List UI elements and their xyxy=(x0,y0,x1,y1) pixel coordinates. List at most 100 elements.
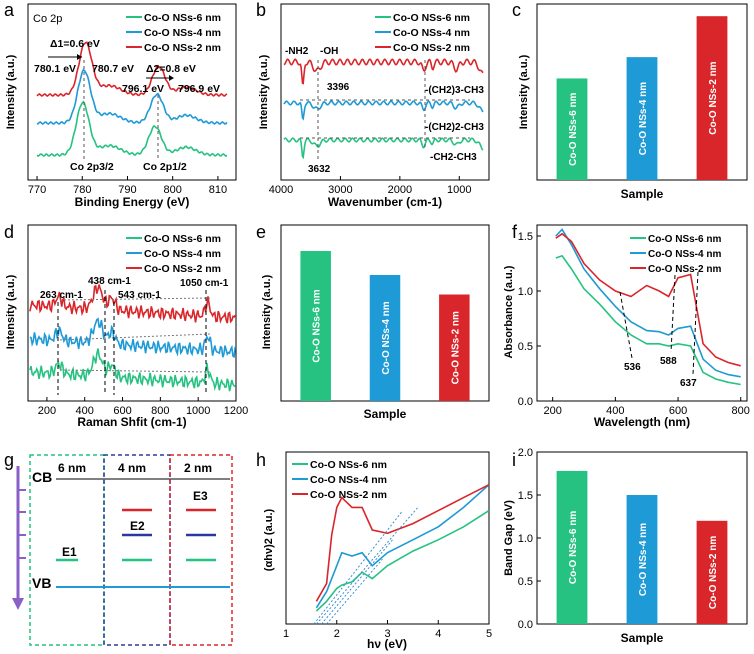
bar-label: Co-O NSs-6 nm xyxy=(568,511,579,584)
bar xyxy=(696,520,728,624)
annotation-ch2-2: -(CH2)2-CH3 xyxy=(425,122,484,133)
x-axis-label: Wavelength (nm) xyxy=(594,415,690,429)
annotation-543: 543 cm-1 xyxy=(118,290,161,301)
annotation-nh2: -NH2 xyxy=(285,46,309,57)
panel-b: b 4000 3000 2000 1000 Wavenumber (cm-1) Int… xyxy=(256,0,490,209)
tick-label: 1.0 xyxy=(518,286,533,298)
tick-label: 1200 xyxy=(224,405,248,417)
axes-frame xyxy=(27,3,237,181)
bar xyxy=(626,495,658,624)
tick-label: 2000 xyxy=(388,184,412,196)
annotation-438: 438 cm-1 xyxy=(88,276,131,287)
annotations: Δ1=0.6 eV 780.1 eV 780.7 eV Δ2=0.8 eV 79… xyxy=(34,38,220,173)
y-axis-label: Intensity (a.u.) xyxy=(5,274,17,349)
panel-e: e Co-O NSs-6 nm Co-O NSs-4 nm Co-O NSs-2 n… xyxy=(256,222,490,421)
panel-a: a Co 2p 770 780 790 800 810 Binding Energy (… xyxy=(4,0,237,209)
legend: Co-O NSs-6 nm Co-O NSs-4 nm Co-O NSs-2 n… xyxy=(630,234,721,275)
baseline xyxy=(59,297,211,301)
legend-entry: Co-O NSs-6 nm xyxy=(144,12,221,24)
series-line xyxy=(555,228,741,378)
tick-label: 800 xyxy=(151,405,169,417)
annotation-co2p12: Co 2p1/2 xyxy=(143,161,187,173)
legend-entry: Co-O NSs-2 nm xyxy=(144,263,221,275)
bar-label: Co-O NSs-2 nm xyxy=(450,311,461,384)
series-line xyxy=(283,137,484,160)
bar-label: Co-O NSs-4 nm xyxy=(381,301,392,374)
panel-letter-e: e xyxy=(256,222,266,242)
series-line xyxy=(555,254,741,386)
tick-label: 2 xyxy=(334,628,340,640)
tick-label: 200 xyxy=(38,405,56,417)
annotation-co2p32: Co 2p3/2 xyxy=(70,161,114,173)
legend-entry: Co-O NSs-2 nm xyxy=(144,42,221,54)
panel-letter-h: h xyxy=(256,450,266,470)
chart-title: Co 2p xyxy=(33,13,62,25)
tick-label: 4000 xyxy=(269,184,293,196)
tick-label: 1.5 xyxy=(518,231,533,243)
series-line xyxy=(36,41,228,97)
legend-entry: Co-O NSs-4 nm xyxy=(393,27,470,39)
tick-label: 3 xyxy=(384,628,390,640)
tick-label: 780 xyxy=(73,184,91,196)
y-ticks: 0.0 0.5 1.0 1.5 2.0 xyxy=(518,447,541,631)
x-ticks: 4000 3000 2000 1000 xyxy=(269,176,472,196)
y-axis-label: Intensity (a.u.) xyxy=(261,274,273,349)
annotation-oh: -OH xyxy=(320,46,338,57)
legend-entry: Co-O NSs-2 nm xyxy=(310,489,387,501)
annotation-peak: 796.9 eV xyxy=(178,83,220,95)
tick-label: 200 xyxy=(543,405,561,417)
legend-entry: Co-O NSs-6 nm xyxy=(393,12,470,24)
annotations: 536 588 637 xyxy=(624,356,697,389)
bar xyxy=(300,251,331,401)
axis-ticks: 200 400 600 800 0.0 0.5 1.0 1.5 xyxy=(518,231,750,417)
series-line xyxy=(36,100,228,157)
annotation-588: 588 xyxy=(660,356,677,367)
column-label: 4 nm xyxy=(118,461,146,475)
y-axis-label: Intensity (a.u.) xyxy=(5,54,17,129)
x-axis-label: Sample xyxy=(621,187,664,201)
legend-entry: Co-O NSs-6 nm xyxy=(144,233,221,245)
bar xyxy=(696,16,728,180)
tick-label: 1000 xyxy=(186,405,210,417)
arrow-head-icon xyxy=(169,75,174,81)
tick-label: 400 xyxy=(606,405,624,417)
legend-entry: Co-O NSs-2 nm xyxy=(648,264,721,275)
x-axis-label: Binding Energy (eV) xyxy=(75,195,190,209)
tick-label: 1.0 xyxy=(518,533,533,545)
series-group xyxy=(29,284,236,392)
series-line xyxy=(283,100,484,121)
bar xyxy=(556,78,588,180)
series-group xyxy=(313,483,490,625)
annotations: -NH2 -OH 3396 3632 -(CH2)3-CH3 -(CH2)2-C… xyxy=(285,46,484,175)
annotation-ch2ch3: -CH2-CH3 xyxy=(430,152,477,163)
series-line xyxy=(555,232,741,367)
panel-letter-g: g xyxy=(4,450,14,470)
bar-group: Co-O NSs-6 nm Co-O NSs-4 nm Co-O NSs-2 nm xyxy=(300,251,470,401)
bar-group: Co-O NSs-6 nm Co-O NSs-4 nm Co-O NSs-2 nm xyxy=(556,16,728,181)
x-axis-label: Sample xyxy=(621,631,664,645)
panel-letter-a: a xyxy=(4,0,15,20)
arrow-head-icon xyxy=(77,54,82,60)
series-group xyxy=(283,58,484,160)
arrow-down-icon xyxy=(12,598,24,610)
x-axis-label: Raman Shfit (cm-1) xyxy=(77,415,186,429)
tick-label: 600 xyxy=(669,405,687,417)
label-e2: E2 xyxy=(130,519,145,533)
tick-label: 1 xyxy=(283,628,289,640)
guide-line xyxy=(670,274,676,353)
legend-entry: Co-O NSs-2 nm xyxy=(393,42,470,54)
tick-label: 0.0 xyxy=(518,396,533,408)
bar-label: Co-O NSs-4 nm xyxy=(638,82,649,155)
annotation-peak: 780.1 eV xyxy=(34,63,76,75)
panel-d: d 200 400 600 800 1000 1200 Raman Shfit (cm-1… xyxy=(4,222,248,429)
bar-label: Co-O NSs-6 nm xyxy=(312,289,323,362)
column-label: 6 nm xyxy=(58,461,86,475)
legend: Co-O NSs-6 nm Co-O NSs-4 nm Co-O NSs-2 n… xyxy=(126,233,221,275)
panel-letter-f: f xyxy=(512,222,518,242)
tick-label: 800 xyxy=(164,184,182,196)
guide-lines xyxy=(300,60,470,162)
bar-label: Co-O NSs-6 nm xyxy=(568,92,579,165)
annotation-peak: 780.7 eV xyxy=(92,63,134,75)
tick-label: 800 xyxy=(732,405,750,417)
legend: Co-O NSs-6 nm Co-O NSs-4 nm Co-O NSs-2 n… xyxy=(375,12,470,54)
